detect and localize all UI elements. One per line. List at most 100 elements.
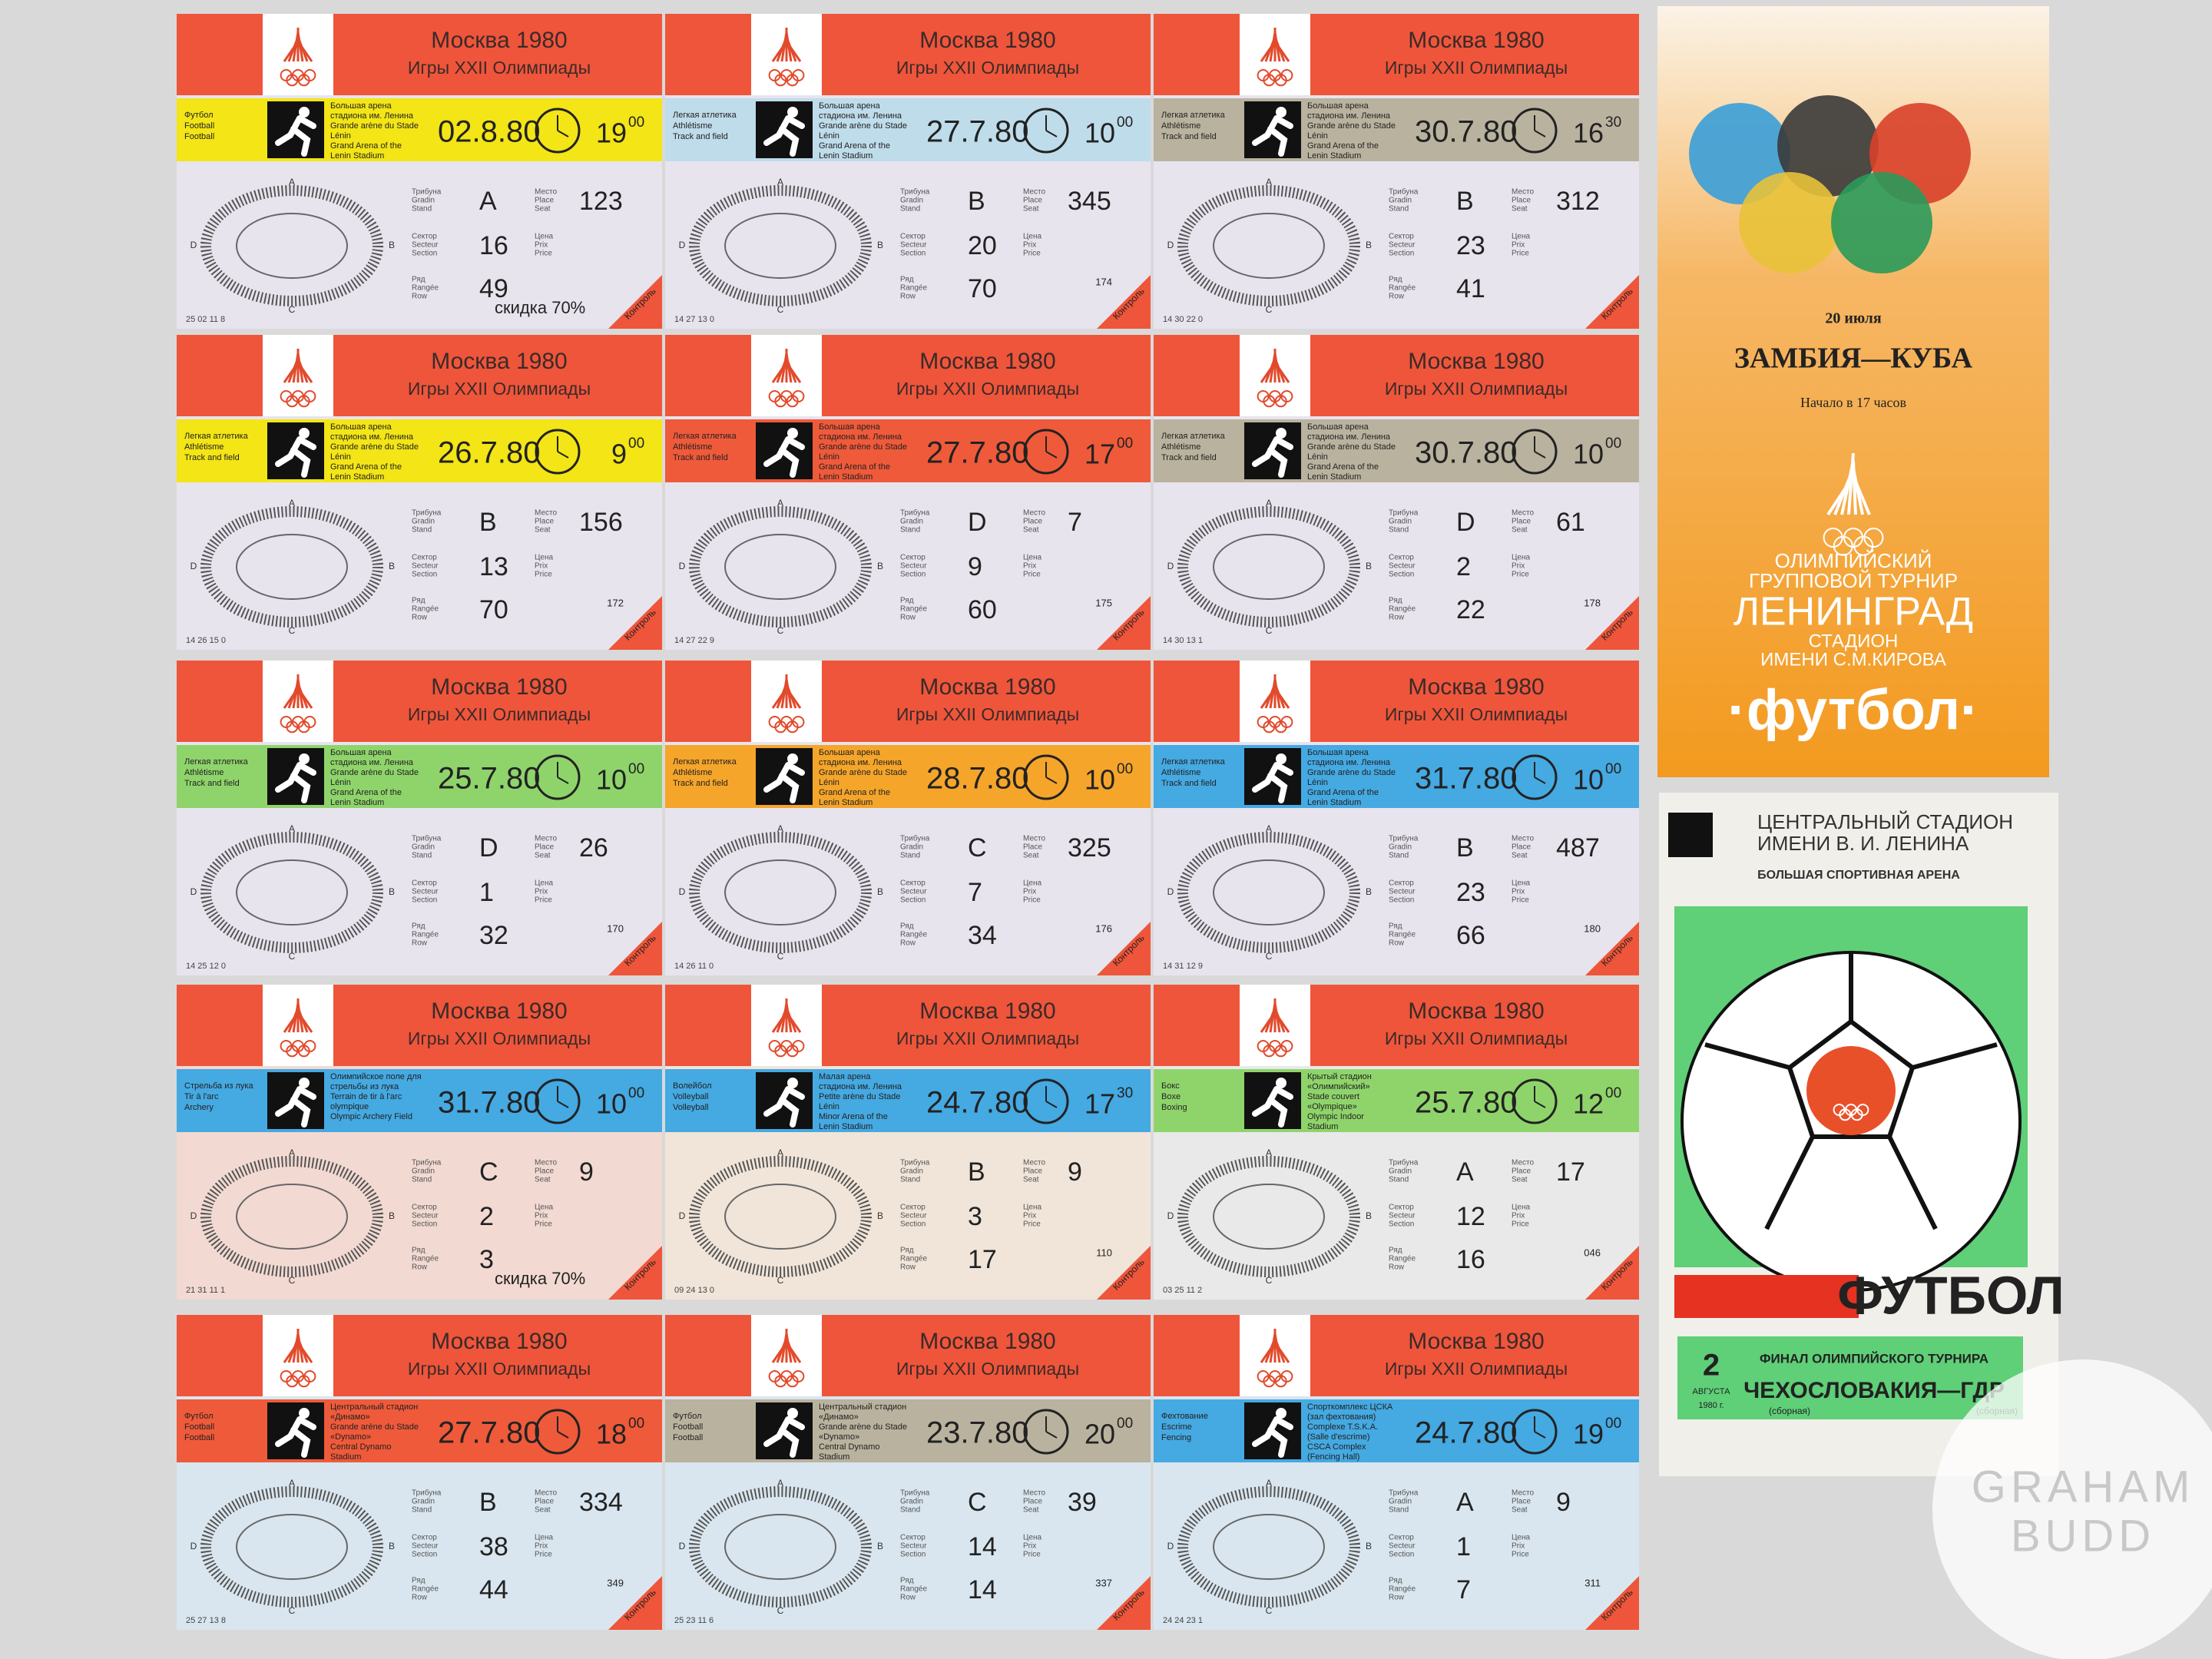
header-band <box>177 335 662 416</box>
field-label: Prix <box>1512 1542 1525 1551</box>
field-label: Gradin <box>1389 518 1412 526</box>
logo-stroke <box>296 687 313 709</box>
ticket-subtitle: Игры XXII Олимпиады <box>1385 1359 1568 1379</box>
stadium-outer <box>200 1486 383 1608</box>
field-label: Цена <box>1023 233 1041 241</box>
field-value: 22 <box>1456 595 1485 624</box>
field-label: Цена <box>1023 1204 1041 1212</box>
watermark-text: BUDD <box>2011 1511 2155 1561</box>
time-minute: 00 <box>1117 114 1133 131</box>
field-label: Place <box>535 518 554 526</box>
logo-stroke <box>785 362 802 383</box>
field-label: Row <box>1389 939 1405 948</box>
color-band <box>1154 1399 1639 1462</box>
field-label: Цена <box>1023 1534 1041 1542</box>
control-corner <box>608 1576 662 1630</box>
field-value: 14 <box>968 1532 997 1561</box>
field-label: Seat <box>535 1176 551 1184</box>
venue: «Динамо» <box>330 1412 370 1422</box>
field-value: A <box>1456 1157 1474 1187</box>
field-label: Row <box>1389 1594 1405 1602</box>
field-label: Prix <box>1023 1212 1036 1220</box>
time-hour: 9 <box>611 439 627 470</box>
stadium-letter: A <box>777 177 783 187</box>
ticket: Москва 1980 Игры XXII Олимпиады Легкая атл… <box>665 14 1151 329</box>
pictogram-figure <box>1252 762 1293 803</box>
venue: Центральный стадион <box>819 1402 906 1412</box>
clock <box>1512 429 1558 475</box>
sport-name: Волейбол <box>673 1081 712 1091</box>
stadium-letter: D <box>190 1210 197 1221</box>
olympic-ring <box>1274 395 1287 408</box>
venue: Lénin <box>330 778 351 787</box>
field-label: Section <box>900 896 926 905</box>
clock-hands <box>1045 1416 1058 1439</box>
stadium-letter: B <box>877 886 883 897</box>
field-label: Prix <box>1023 1542 1036 1551</box>
field-value: D <box>968 508 987 537</box>
ticket-number: 311 <box>1584 1577 1601 1588</box>
ticket: Москва 1980 Игры XXII Олимпиады Легкая атл… <box>177 335 662 650</box>
green-strip <box>1677 1336 2023 1419</box>
serial: 14 27 13 0 <box>674 315 714 324</box>
field-label: Place <box>535 197 554 205</box>
venue: Lenin Stadium <box>1307 151 1361 161</box>
field-label: Сектор <box>1389 233 1414 241</box>
field-label: Сектор <box>1389 879 1414 888</box>
pictogram-figure <box>763 436 805 478</box>
venue: Grand Arena of the <box>1307 788 1379 797</box>
field-label: Seat <box>1023 1506 1039 1515</box>
ticket-subtitle: Игры XXII Олимпиады <box>408 58 591 78</box>
field-label: Secteur <box>412 1542 439 1551</box>
field-label: Price <box>1512 571 1529 579</box>
pictogram-head <box>787 107 798 118</box>
stadium-letter: D <box>190 561 197 571</box>
field-label: Place <box>535 843 554 852</box>
color-band <box>1154 98 1639 161</box>
stadium-outer <box>200 506 383 628</box>
team-note: (сборная) <box>1769 1406 1810 1416</box>
ticket-subtitle: Игры XXII Олимпиады <box>896 58 1079 78</box>
field-label: Seat <box>1512 526 1528 535</box>
field-label: Seat <box>1512 852 1528 860</box>
serial: 14 26 15 0 <box>186 636 226 645</box>
venue: Олимпийское поле для <box>330 1072 422 1081</box>
seat-value: 7 <box>1068 508 1082 537</box>
sport-name: Track and field <box>1161 779 1217 788</box>
field-label: Ряд <box>1389 1577 1402 1585</box>
clock-hands <box>1045 115 1058 137</box>
pictogram-figure <box>275 762 316 803</box>
seat-value: 39 <box>1068 1488 1097 1517</box>
field-label: Secteur <box>900 241 927 250</box>
serial: 25 02 11 8 <box>186 315 225 324</box>
olympic-ring <box>786 74 799 87</box>
olympic-ring <box>1839 1108 1852 1121</box>
pictogram-head <box>299 1408 310 1419</box>
logo-stroke <box>785 687 802 709</box>
field-label: Место <box>1023 1159 1045 1167</box>
year: 1980 г. <box>1698 1401 1724 1410</box>
clock <box>535 1409 581 1455</box>
logo-stroke <box>1273 687 1290 709</box>
venue: Lénin <box>1307 778 1328 787</box>
ball-panels <box>1704 952 1998 1230</box>
olympic-ring <box>1274 1045 1287 1058</box>
stadium-letter: D <box>1167 240 1174 250</box>
venue: Grande arène du Stade <box>1307 768 1396 777</box>
venue: Lenin Stadium <box>819 472 873 482</box>
venue: Grand Arena of the <box>330 788 402 797</box>
serial: 14 31 12 9 <box>1163 962 1203 971</box>
ticket-title: Москва 1980 <box>1408 28 1545 53</box>
field-label: Место <box>1023 509 1045 518</box>
field-label: Gradin <box>1389 197 1412 205</box>
field-label: Row <box>1389 614 1405 622</box>
seat-value: 26 <box>579 833 608 863</box>
sport-name: Легкая атлетика <box>184 432 249 441</box>
sport-name: Track and field <box>673 779 728 788</box>
ticket-subtitle: Игры XXII Олимпиады <box>408 379 591 399</box>
ticket-title: Москва 1980 <box>431 1329 568 1354</box>
stadium-inner <box>724 1184 836 1250</box>
